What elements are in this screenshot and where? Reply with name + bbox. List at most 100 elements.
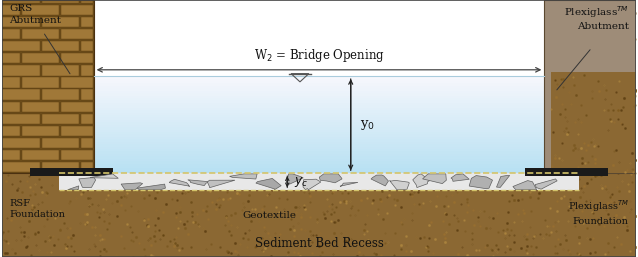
Bar (30, 168, 113, 176)
Polygon shape (188, 180, 209, 186)
Bar (94, 119, 544, 122)
Polygon shape (319, 174, 342, 183)
Bar (94, 90, 544, 93)
Bar (3, 150, 20, 160)
Text: Sediment Bed Recess: Sediment Bed Recess (255, 236, 383, 250)
Polygon shape (68, 186, 78, 190)
Bar (94, 155, 544, 159)
Bar (81, 17, 93, 27)
Bar (22, 5, 59, 15)
Polygon shape (169, 179, 190, 186)
Bar (94, 148, 544, 151)
Polygon shape (137, 184, 165, 190)
Bar (41, 41, 79, 51)
Text: $y_c$: $y_c$ (293, 175, 308, 189)
Polygon shape (535, 179, 557, 189)
Polygon shape (413, 174, 429, 188)
Bar (3, 5, 20, 15)
Bar (61, 126, 93, 136)
Polygon shape (496, 176, 510, 187)
Bar (94, 93, 544, 96)
Bar (94, 102, 544, 105)
Polygon shape (551, 72, 636, 173)
Bar (3, 114, 40, 124)
Bar (3, 77, 20, 88)
Bar (61, 5, 93, 15)
Text: RSF
Foundation: RSF Foundation (10, 199, 65, 219)
Bar (61, 150, 93, 160)
Polygon shape (451, 174, 469, 181)
Polygon shape (90, 174, 118, 178)
Bar (94, 114, 544, 117)
Polygon shape (513, 181, 537, 190)
Bar (2, 173, 636, 257)
Bar (94, 83, 544, 86)
Bar (22, 150, 59, 160)
Polygon shape (340, 182, 358, 186)
Bar (94, 153, 544, 156)
Polygon shape (390, 180, 410, 190)
Bar (544, 0, 636, 173)
Bar (81, 114, 93, 124)
Bar (22, 53, 59, 63)
Text: y$_0$: y$_0$ (360, 118, 375, 132)
Bar (2, 0, 94, 173)
Bar (61, 29, 93, 39)
Bar (22, 126, 59, 136)
Bar (94, 76, 544, 79)
Bar (3, 29, 20, 39)
Bar (41, 65, 79, 76)
Bar (94, 170, 544, 173)
Text: W$_2$ = Bridge Opening: W$_2$ = Bridge Opening (253, 47, 385, 64)
Bar (94, 146, 544, 149)
Bar (2, 0, 94, 173)
Bar (94, 80, 544, 84)
Bar (94, 117, 544, 120)
Bar (61, 53, 93, 63)
Bar (59, 173, 579, 190)
Bar (94, 158, 544, 161)
Text: Geotextile: Geotextile (243, 211, 297, 220)
Bar (81, 162, 93, 172)
Bar (94, 95, 544, 98)
Bar (22, 29, 59, 39)
Bar (94, 134, 544, 137)
Bar (81, 1, 93, 3)
Bar (94, 163, 544, 166)
Bar (94, 160, 544, 163)
Bar (81, 138, 93, 148)
Bar (525, 168, 608, 176)
Polygon shape (469, 176, 493, 189)
Polygon shape (303, 179, 321, 190)
Text: Plexiglass$^{TM}$
Foundation: Plexiglass$^{TM}$ Foundation (568, 199, 628, 226)
Bar (94, 165, 544, 168)
Polygon shape (230, 174, 257, 179)
Polygon shape (422, 174, 447, 183)
Bar (41, 17, 79, 27)
Bar (41, 1, 79, 3)
Polygon shape (207, 180, 235, 188)
Bar (94, 141, 544, 144)
Bar (94, 78, 544, 81)
Bar (3, 102, 20, 112)
Bar (94, 126, 544, 130)
Polygon shape (371, 175, 389, 186)
Bar (94, 136, 544, 139)
Bar (3, 17, 40, 27)
Bar (41, 162, 79, 172)
Bar (61, 102, 93, 112)
Bar (94, 168, 544, 171)
Bar (94, 85, 544, 88)
Bar (94, 124, 544, 127)
Polygon shape (121, 183, 143, 190)
Bar (94, 97, 544, 100)
Bar (3, 65, 40, 76)
Bar (81, 41, 93, 51)
Bar (94, 131, 544, 134)
Polygon shape (256, 178, 281, 190)
Bar (3, 53, 20, 63)
Bar (94, 88, 544, 91)
Bar (61, 77, 93, 88)
Bar (94, 151, 544, 154)
Polygon shape (79, 177, 96, 188)
